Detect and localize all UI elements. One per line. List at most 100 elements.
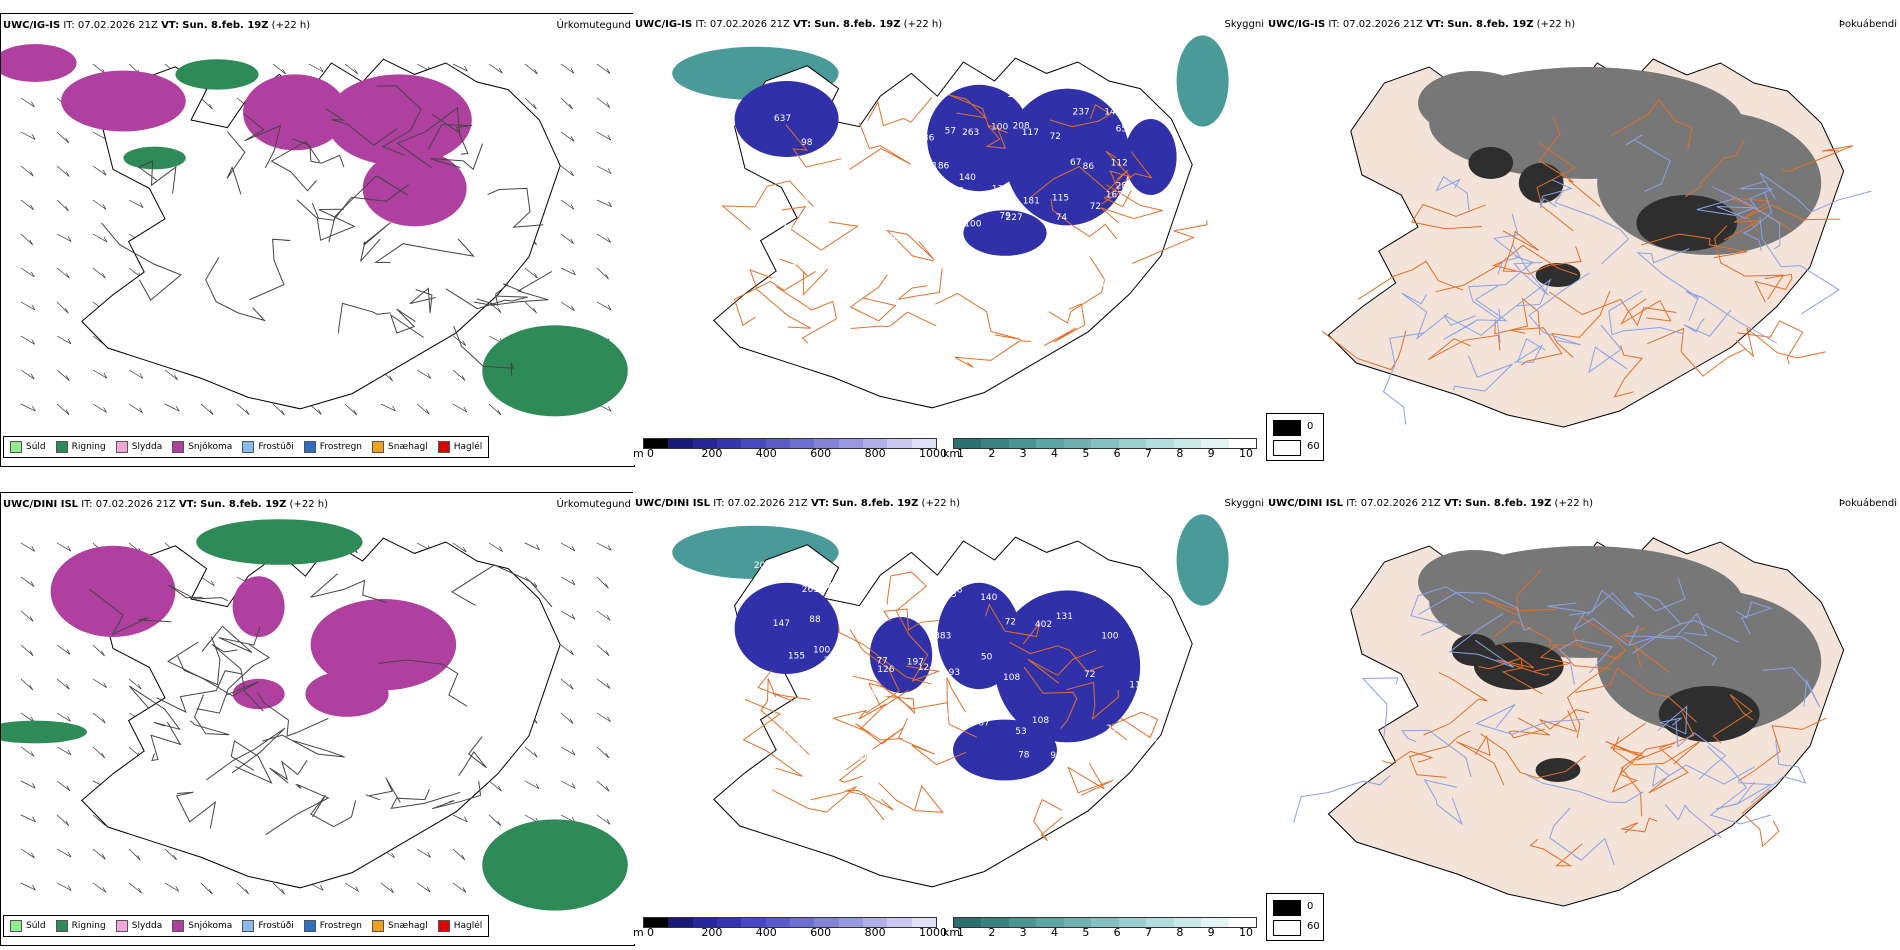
- road-line: [1427, 334, 1501, 361]
- colorbar-tick: 200: [701, 926, 723, 939]
- colorbar-gradient: [953, 917, 1257, 928]
- legend-item: Rigning: [55, 920, 106, 932]
- road-line: [1033, 798, 1063, 842]
- wind-barb: [56, 746, 72, 756]
- ceiling-value-label: 108: [1032, 716, 1049, 726]
- ceiling-value-label: 289: [1116, 181, 1133, 191]
- road-line: [1625, 134, 1671, 192]
- ceiling-value-label: 298: [1106, 724, 1123, 734]
- ceiling-value-label: 120: [821, 581, 838, 591]
- wind-barb: [524, 301, 537, 314]
- wind-barb: [128, 369, 144, 379]
- wind-barb: [488, 301, 502, 313]
- colorbar-tick: 400: [755, 926, 777, 939]
- wind-barb: [560, 644, 574, 656]
- ceiling-value-label: 93: [949, 668, 960, 678]
- road-line: [409, 287, 436, 313]
- ceiling-value-label: 133: [950, 216, 967, 226]
- colorbar-tick: 1000: [919, 926, 947, 939]
- ceiling-value-label: 208: [1013, 122, 1030, 132]
- wind-barb: [20, 814, 36, 823]
- fog-gradient-area: [1597, 590, 1822, 734]
- ceiling-value-label: 115: [1052, 193, 1069, 203]
- ceiling-value-label: 82: [953, 187, 964, 197]
- colorbar-tick: 2: [988, 926, 996, 939]
- legend-swatch: [172, 441, 185, 453]
- road-line: [1648, 712, 1695, 794]
- low-cloud-area: [994, 590, 1141, 743]
- road-line: [325, 108, 398, 146]
- wind-barb: [56, 301, 69, 314]
- road-line: [1410, 203, 1487, 230]
- wind-barb: [20, 199, 34, 211]
- legend-item: Súld: [10, 920, 46, 932]
- road-line: [1536, 142, 1576, 232]
- road-line: [1608, 290, 1684, 336]
- wind-barb: [416, 369, 431, 379]
- wind-barb: [20, 335, 35, 345]
- ceiling-value-label: 77: [840, 196, 851, 206]
- ceiling-value-label: 60: [925, 706, 937, 716]
- road-line: [1357, 260, 1464, 300]
- wind-barb: [56, 882, 72, 891]
- colorbar-tick: 8: [1176, 926, 1184, 939]
- road-line: [1547, 602, 1628, 646]
- road-line: [1610, 98, 1693, 150]
- colorbar-tick: 9: [1207, 447, 1215, 460]
- wind-barb: [20, 542, 35, 552]
- fog-map-canvas: [1293, 537, 1845, 907]
- colorbar-tick: 200: [701, 447, 723, 460]
- road-line: [1577, 614, 1627, 660]
- ceiling-value-label: 158: [1007, 90, 1024, 100]
- road-line: [1401, 292, 1449, 340]
- low-cloud-area: [1124, 119, 1177, 195]
- road-line: [1540, 179, 1573, 209]
- fog-legend-label: 60: [1307, 921, 1320, 932]
- road-line: [742, 698, 803, 777]
- wind-barb: [56, 403, 70, 415]
- ceiling-value-label: 124: [918, 663, 935, 673]
- ceiling-value-label: 53: [1147, 592, 1158, 602]
- road-line: [1685, 139, 1745, 198]
- low-cloud-area: [963, 210, 1047, 256]
- variable-title: Þokuábendi: [1838, 19, 1897, 30]
- road-line: [473, 270, 553, 306]
- ceiling-value-label: 86: [937, 729, 949, 739]
- wind-barb: [560, 199, 575, 210]
- road-line: [1762, 667, 1821, 708]
- ceiling-value-label: 50: [981, 652, 993, 662]
- road-line: [1554, 191, 1630, 265]
- variable-title: Úrkomutegund: [556, 20, 631, 31]
- ceiling-value-label: 67: [1070, 158, 1081, 168]
- low-cloud-area: [1005, 88, 1130, 226]
- ceiling-value-label: 86: [914, 146, 926, 156]
- ceiling-value-label: 261: [802, 585, 819, 595]
- legend-item: Rigning: [55, 441, 106, 453]
- wind-barb: [596, 267, 609, 280]
- legend-label: Frostúði: [258, 921, 294, 931]
- wind-barb: [200, 97, 213, 110]
- snow-area: [362, 150, 467, 227]
- ceiling-value-label: 93: [1050, 751, 1061, 761]
- wind-barb: [20, 97, 35, 108]
- road-line: [1027, 649, 1097, 684]
- road-line: [390, 788, 461, 810]
- ceiling-value-label: 143: [791, 195, 808, 205]
- wind-barb: [56, 369, 70, 381]
- road-line: [1043, 303, 1086, 347]
- road-line: [985, 124, 1008, 149]
- road-line: [175, 791, 217, 829]
- ceiling-value-label: 297: [824, 656, 841, 666]
- wind-barb: [56, 267, 70, 279]
- road-line: [1605, 740, 1673, 761]
- ceiling-value-label: 100: [991, 122, 1008, 132]
- road-line: [1716, 781, 1773, 810]
- fog-indicator-map-dini: UWC/DINI ISL IT: 07.02.2026 21Z VT: Sun.…: [1266, 492, 1900, 944]
- ceiling-value-label: 171: [871, 689, 888, 699]
- road-line: [1293, 775, 1391, 823]
- wind-barb: [452, 814, 468, 823]
- wind-barb: [20, 610, 34, 622]
- ceiling-value-label: 112: [1111, 159, 1128, 169]
- ceiling-value-label: 131: [1056, 612, 1073, 622]
- rain-area: [1, 720, 87, 744]
